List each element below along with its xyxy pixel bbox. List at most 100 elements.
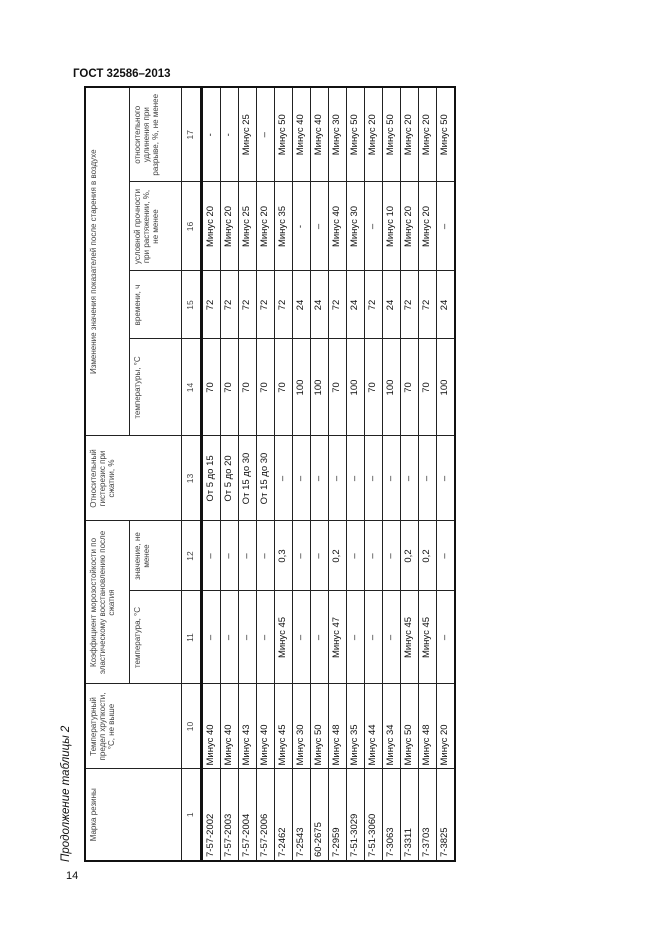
- table-cell: –: [382, 591, 400, 684]
- table-cell: –: [256, 86, 274, 182]
- table-cell: 72: [220, 271, 238, 339]
- table-cell: 7-2462: [274, 769, 292, 861]
- table-cell: Минус 40: [292, 86, 310, 182]
- table-row: 7-3703 Минус 48 Минус 45 0,2–70 72 Минус 20 Ми…: [418, 86, 436, 861]
- column-number: 11: [181, 591, 201, 684]
- table-cell: –: [346, 591, 364, 684]
- table-row: 7-2543 Минус 30– – –100 24- Минус 40: [292, 86, 310, 861]
- table-cell: Минус 20: [256, 182, 274, 271]
- table-cell: 24: [436, 271, 455, 339]
- table-cell: 72: [364, 271, 382, 339]
- table-cell: Минус 20: [364, 86, 382, 182]
- table-cell: 70: [418, 339, 436, 436]
- table-cell: 0,3: [274, 521, 292, 591]
- table-cell: 7-2543: [292, 769, 310, 861]
- rotated-table: Марка резины Температурный предел хрупко…: [84, 85, 456, 862]
- header-c17: относительного удлинения при разрыве, %,…: [129, 86, 181, 182]
- table-cell: 7-3311: [400, 769, 418, 861]
- table-cell: Минус 20: [418, 182, 436, 271]
- table-cell: Минус 40: [220, 684, 238, 769]
- table-cell: –: [292, 436, 310, 521]
- column-number: 15: [181, 271, 201, 339]
- table-cell: Минус 20: [220, 182, 238, 271]
- table-cell: От 15 до 30: [238, 436, 256, 521]
- table-cell: Минус 45: [274, 591, 292, 684]
- table-row: 7-51-3029 Минус 35– – –100 24 Минус 30 Минус 5…: [346, 86, 364, 861]
- table-cell: Минус 25: [238, 86, 256, 182]
- table-cell: 100: [310, 339, 328, 436]
- table-cell: Минус 40: [310, 86, 328, 182]
- table-cell: Минус 45: [274, 684, 292, 769]
- table-cell: Минус 50: [274, 86, 292, 182]
- header-c11: температура, °С: [129, 591, 181, 684]
- column-number: 1: [181, 769, 201, 861]
- table-cell: –: [310, 182, 328, 271]
- table-cell: –: [310, 521, 328, 591]
- table-row: 7-2959 Минус 48 Минус 47 0,2–70 72 Минус 40 Ми…: [328, 86, 346, 861]
- table-cell: –: [220, 591, 238, 684]
- header-c16: условной прочности при растяжении, %, не…: [129, 182, 181, 271]
- table-cell: 72: [238, 271, 256, 339]
- table-cell: –: [238, 591, 256, 684]
- table-cell: Минус 30: [328, 86, 346, 182]
- table-cell: 100: [382, 339, 400, 436]
- table-cell: 72: [256, 271, 274, 339]
- table-cell: Минус 20: [436, 684, 455, 769]
- header-c10: Температурный предел хрупкости, °С, не в…: [85, 684, 181, 769]
- table-cell: 7-57-2006: [256, 769, 274, 861]
- table-cell: 7-57-2003: [220, 769, 238, 861]
- page-number: 14: [66, 870, 79, 882]
- table-cell: 70: [238, 339, 256, 436]
- table-cell: 60-2675: [310, 769, 328, 861]
- table-cell: 7-51-3060: [364, 769, 382, 861]
- table-cell: 70: [201, 339, 220, 436]
- table-cell: 72: [400, 271, 418, 339]
- table-cell: 24: [310, 271, 328, 339]
- table-cell: Минус 50: [310, 684, 328, 769]
- table-cell: 100: [436, 339, 455, 436]
- header-c12: значение, не менее: [129, 521, 181, 591]
- table-cell: 7-57-2004: [238, 769, 256, 861]
- table-cell: –: [310, 591, 328, 684]
- table-cell: Минус 47: [328, 591, 346, 684]
- table-cell: 72: [274, 271, 292, 339]
- table-cell: 24: [382, 271, 400, 339]
- table-cell: 0,2: [418, 521, 436, 591]
- table-cell: –: [382, 521, 400, 591]
- table-cell: –: [436, 521, 455, 591]
- data-table: Марка резины Температурный предел хрупко…: [84, 85, 456, 862]
- document-header: ГОСТ 32586–2013: [73, 68, 171, 80]
- table-cell: Минус 34: [382, 684, 400, 769]
- column-number: 16: [181, 182, 201, 271]
- table-cell: –: [436, 591, 455, 684]
- table-cell: 70: [400, 339, 418, 436]
- table-row: 7-57-2004 Минус 43– – От 15 до 30 70 72 Минус …: [238, 86, 256, 861]
- table-cell: 72: [418, 271, 436, 339]
- table-cell: Минус 35: [346, 684, 364, 769]
- header-group-frost: Коэффициент морозостойкости по эластичес…: [85, 521, 129, 684]
- table-cell: Минус 44: [364, 684, 382, 769]
- table-cell: Минус 35: [274, 182, 292, 271]
- table-cell: Минус 40: [256, 684, 274, 769]
- table-cell: Минус 30: [292, 684, 310, 769]
- table-row: 7-51-3060 Минус 44– – –70 72– Минус 20: [364, 86, 382, 861]
- table-cell: 70: [274, 339, 292, 436]
- table-cell: 100: [346, 339, 364, 436]
- table-cell: –: [238, 521, 256, 591]
- table-cell: Минус 30: [346, 182, 364, 271]
- table-cell: Минус 50: [436, 86, 455, 182]
- table-cell: -: [220, 86, 238, 182]
- table-cell: 70: [220, 339, 238, 436]
- table-cell: –: [364, 521, 382, 591]
- table-cell: Минус 25: [238, 182, 256, 271]
- column-number: 12: [181, 521, 201, 591]
- table-cell: 24: [346, 271, 364, 339]
- header-group-aging: Изменение значения показателей после ста…: [85, 86, 129, 436]
- table-cell: Минус 20: [201, 182, 220, 271]
- table-cell: –: [418, 436, 436, 521]
- table-cell: –: [364, 182, 382, 271]
- table-cell: 0,2: [400, 521, 418, 591]
- table-cell: –: [201, 591, 220, 684]
- table-cell: –: [274, 436, 292, 521]
- table-cell: –: [346, 521, 364, 591]
